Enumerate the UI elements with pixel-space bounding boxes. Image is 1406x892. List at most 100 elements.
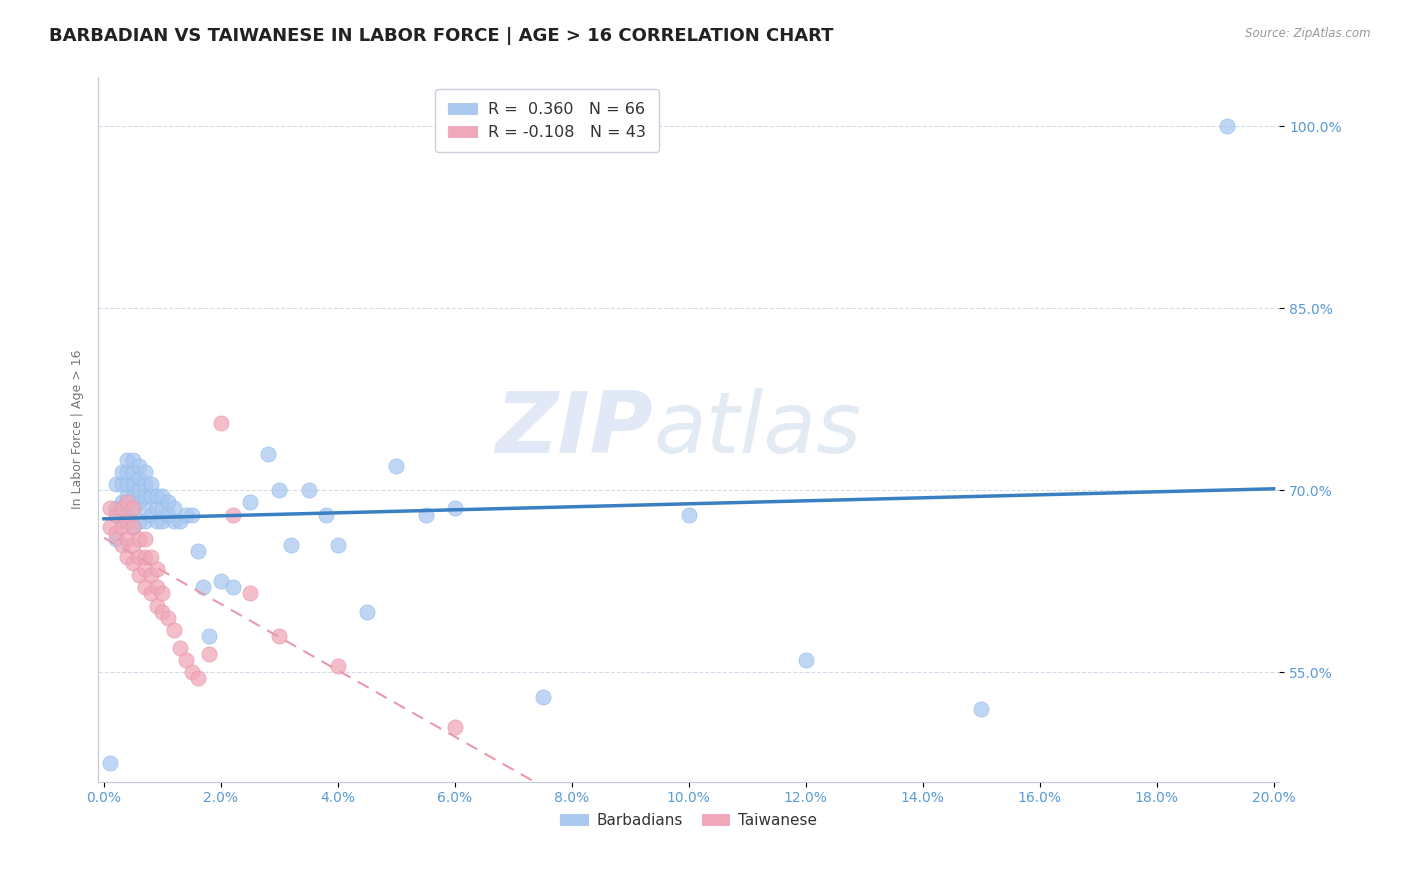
Point <box>122 501 145 516</box>
Point <box>128 532 150 546</box>
Point <box>134 532 156 546</box>
Point <box>163 623 186 637</box>
Point <box>117 495 139 509</box>
Point <box>110 501 132 516</box>
Point <box>145 501 167 516</box>
Point <box>163 501 186 516</box>
Point <box>98 501 121 516</box>
Point <box>269 629 291 643</box>
Point <box>198 647 221 661</box>
Point <box>415 508 437 522</box>
Point <box>110 495 132 509</box>
Point <box>794 653 817 667</box>
Text: ZIP: ZIP <box>496 388 654 471</box>
Point <box>122 519 145 533</box>
Point <box>122 519 145 533</box>
Point <box>122 477 145 491</box>
Point <box>1216 119 1239 133</box>
Point <box>134 562 156 576</box>
Point <box>209 417 232 431</box>
Text: atlas: atlas <box>654 388 862 471</box>
Point <box>110 465 132 479</box>
Point <box>163 514 186 528</box>
Point <box>157 611 180 625</box>
Point <box>122 556 145 570</box>
Point <box>198 629 221 643</box>
Point <box>269 483 291 498</box>
Point <box>157 508 180 522</box>
Point <box>104 477 127 491</box>
Text: BARBADIAN VS TAIWANESE IN LABOR FORCE | AGE > 16 CORRELATION CHART: BARBADIAN VS TAIWANESE IN LABOR FORCE | … <box>49 27 834 45</box>
Point <box>117 508 139 522</box>
Point <box>110 538 132 552</box>
Y-axis label: In Labor Force | Age > 16: In Labor Force | Age > 16 <box>72 350 84 509</box>
Point <box>134 549 156 564</box>
Point <box>326 659 349 673</box>
Point <box>326 538 349 552</box>
Point <box>134 514 156 528</box>
Point <box>104 525 127 540</box>
Point <box>444 720 467 734</box>
Point <box>298 483 321 498</box>
Point <box>187 672 209 686</box>
Point <box>221 581 243 595</box>
Point <box>385 458 408 473</box>
Legend: Barbadians, Taiwanese: Barbadians, Taiwanese <box>554 806 824 834</box>
Point <box>169 514 191 528</box>
Point <box>152 489 174 503</box>
Point <box>98 756 121 771</box>
Point <box>134 477 156 491</box>
Point <box>152 605 174 619</box>
Point <box>117 532 139 546</box>
Point <box>145 489 167 503</box>
Point <box>110 477 132 491</box>
Point <box>256 447 278 461</box>
Point <box>139 586 162 600</box>
Point <box>187 544 209 558</box>
Point <box>239 495 262 509</box>
Point <box>531 690 554 704</box>
Point <box>169 641 191 656</box>
Point <box>139 568 162 582</box>
Point <box>145 581 167 595</box>
Point <box>280 538 302 552</box>
Point <box>970 702 993 716</box>
Point <box>209 574 232 589</box>
Point <box>134 581 156 595</box>
Point <box>152 586 174 600</box>
Point <box>104 508 127 522</box>
Point <box>134 501 156 516</box>
Point <box>678 508 700 522</box>
Point <box>239 586 262 600</box>
Text: Source: ZipAtlas.com: Source: ZipAtlas.com <box>1246 27 1371 40</box>
Point <box>117 465 139 479</box>
Point <box>193 581 215 595</box>
Point <box>180 508 202 522</box>
Point <box>122 489 145 503</box>
Point <box>139 477 162 491</box>
Point <box>139 489 162 503</box>
Point <box>157 495 180 509</box>
Point <box>134 489 156 503</box>
Point <box>128 471 150 485</box>
Point <box>104 501 127 516</box>
Point <box>145 562 167 576</box>
Point <box>117 549 139 564</box>
Point <box>122 453 145 467</box>
Point <box>315 508 337 522</box>
Point <box>145 599 167 613</box>
Point <box>145 514 167 528</box>
Point <box>122 465 145 479</box>
Point <box>128 568 150 582</box>
Point <box>128 458 150 473</box>
Point <box>139 549 162 564</box>
Point <box>104 532 127 546</box>
Point <box>356 605 378 619</box>
Point <box>152 514 174 528</box>
Point <box>128 483 150 498</box>
Point <box>117 489 139 503</box>
Point <box>128 549 150 564</box>
Point <box>122 538 145 552</box>
Point <box>110 519 132 533</box>
Point <box>117 514 139 528</box>
